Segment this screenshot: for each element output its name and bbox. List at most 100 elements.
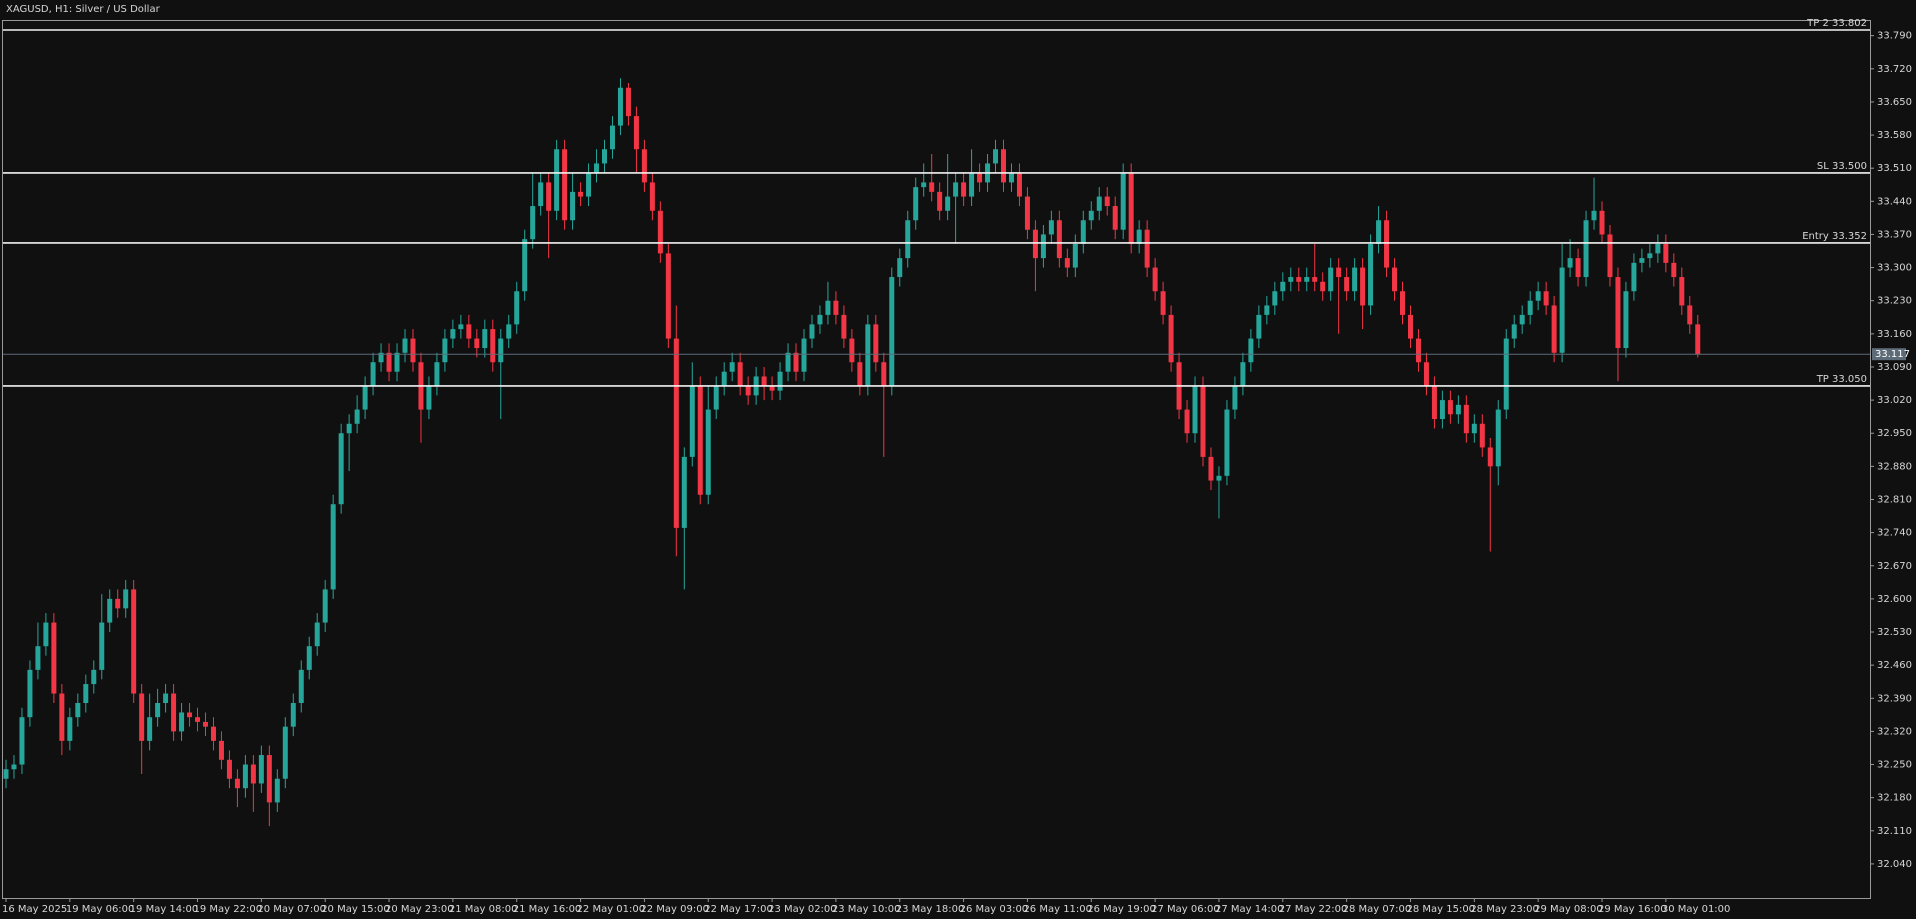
candle-body: [338, 433, 344, 505]
candle-body: [857, 362, 863, 386]
candle-body: [115, 598, 121, 609]
x-tick-label: 28 May 15:00: [1406, 904, 1475, 915]
candle-body: [1008, 172, 1014, 183]
y-tick-label: 33.720: [1877, 64, 1912, 75]
x-tick-label: 26 May 11:00: [1023, 904, 1092, 915]
y-tick-label: 32.530: [1877, 627, 1912, 638]
candle-body: [1695, 324, 1701, 355]
candle-body: [1264, 305, 1270, 315]
candle-body: [123, 589, 129, 609]
candle-body: [705, 409, 711, 495]
candle-body: [1623, 291, 1629, 349]
x-tick-label: 22 May 01:00: [577, 904, 646, 915]
candle-body: [1024, 196, 1030, 230]
candle-body: [1495, 409, 1501, 467]
candle-body: [346, 423, 352, 434]
candle-body: [1184, 409, 1190, 434]
y-tick-label: 33.090: [1877, 362, 1912, 373]
candle-body: [1543, 291, 1549, 306]
candle-body: [314, 622, 320, 647]
candle-body: [282, 726, 288, 779]
candle-body: [697, 385, 703, 495]
candle-body: [1591, 210, 1597, 221]
candle-body: [809, 324, 815, 339]
candle-body: [187, 712, 193, 718]
candle-body: [298, 669, 304, 704]
candle-body: [1679, 277, 1685, 306]
candle-body: [1112, 206, 1118, 230]
candle-body: [1447, 400, 1453, 415]
candle-body: [1687, 305, 1693, 325]
candle-body: [354, 409, 360, 424]
x-tick-label: 20 May 15:00: [321, 904, 390, 915]
candle-body: [969, 172, 975, 197]
candle-body: [649, 182, 655, 211]
candle-body: [1471, 423, 1477, 434]
candle-body: [1376, 220, 1382, 244]
candle-body: [226, 759, 232, 779]
candle-body: [67, 717, 73, 741]
candle-body: [993, 149, 999, 164]
candle-body: [514, 291, 520, 325]
candle-body: [1503, 338, 1509, 410]
candle-body: [873, 324, 879, 363]
y-tick-label: 33.650: [1877, 97, 1912, 108]
candle-body: [1072, 243, 1078, 268]
x-tick-label: 27 May 14:00: [1215, 904, 1284, 915]
y-tick-label: 33.370: [1877, 229, 1912, 240]
candle-body: [1320, 281, 1326, 292]
y-tick-label: 32.880: [1877, 461, 1912, 472]
candle-body: [945, 196, 951, 211]
candle-body: [1615, 277, 1621, 349]
y-tick-label: 32.950: [1877, 428, 1912, 439]
candle-body: [482, 329, 488, 349]
candle-body: [1272, 291, 1278, 306]
candle-body: [633, 116, 639, 150]
candle-body: [1136, 229, 1142, 244]
candle-body: [1144, 229, 1150, 268]
x-tick-label: 29 May 16:00: [1598, 904, 1667, 915]
y-tick-label: 33.510: [1877, 163, 1912, 174]
x-tick-label: 22 May 17:00: [704, 904, 773, 915]
candle-body: [234, 778, 240, 789]
candle-body: [625, 87, 631, 117]
candle-body: [426, 385, 432, 410]
candle-body: [769, 385, 775, 391]
candle-body: [458, 324, 464, 330]
candle-body: [466, 324, 472, 339]
candle-body: [386, 352, 392, 372]
candle-body: [1671, 262, 1677, 278]
candle-body: [1048, 220, 1054, 235]
candle-body: [1152, 267, 1158, 292]
candle-body: [1088, 210, 1094, 221]
candle-body: [394, 352, 400, 372]
candle-body: [1583, 220, 1589, 278]
candle-body: [1080, 220, 1086, 244]
candle-body: [937, 191, 943, 211]
candle-body: [1304, 277, 1310, 282]
candle-body: [977, 172, 983, 183]
candle-body: [442, 338, 448, 363]
y-tick-label: 32.320: [1877, 726, 1912, 737]
candle-body: [602, 149, 607, 164]
y-tick-label: 33.300: [1877, 263, 1912, 274]
candle-body: [737, 362, 743, 386]
candle-body: [434, 362, 440, 386]
candle-body: [11, 764, 17, 770]
y-tick-label: 33.020: [1877, 395, 1912, 406]
candle-body: [306, 646, 312, 670]
plot-frame: [2, 20, 1871, 899]
candle-body: [586, 172, 592, 197]
candle-body: [274, 778, 280, 803]
candle-body: [825, 300, 831, 315]
candle-body: [498, 338, 504, 363]
y-tick-label: 33.580: [1877, 130, 1912, 141]
level-label: SL 33.500: [1817, 161, 1867, 172]
candle-body: [322, 589, 328, 623]
level-label: TP 2 33.802: [1806, 18, 1867, 29]
candle-body: [35, 646, 41, 670]
candle-body: [1056, 220, 1062, 259]
candle-body: [1040, 234, 1046, 259]
candle-body: [889, 277, 895, 386]
